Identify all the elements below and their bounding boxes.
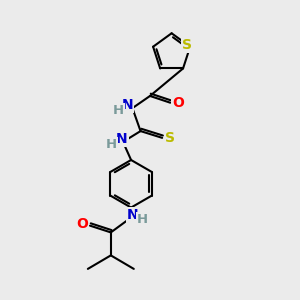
Text: H: H — [106, 138, 117, 151]
Text: O: O — [76, 217, 88, 231]
Text: H: H — [113, 104, 124, 117]
Text: H: H — [137, 213, 148, 226]
Text: S: S — [165, 131, 175, 145]
Text: N: N — [127, 208, 138, 222]
Text: N: N — [122, 98, 134, 112]
Text: N: N — [116, 132, 127, 146]
Text: O: O — [172, 96, 184, 110]
Text: S: S — [182, 38, 192, 52]
